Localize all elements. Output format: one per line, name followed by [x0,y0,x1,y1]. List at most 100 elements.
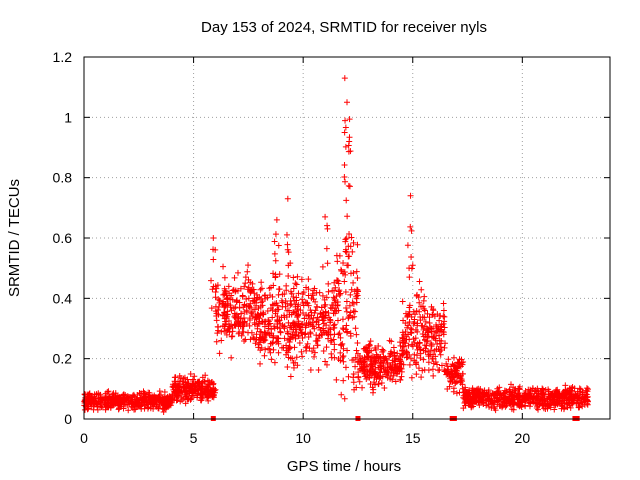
data-point [291,344,298,351]
data-point [546,401,553,408]
data-point [323,361,330,368]
data-point [258,279,265,286]
data-point [380,353,387,360]
data-point [430,333,437,340]
data-point [182,400,189,407]
data-point [402,320,409,327]
data-point [582,387,589,394]
data-point [499,404,506,411]
data-point [228,354,235,361]
data-point [412,326,419,333]
data-point [271,250,278,257]
data-point [450,388,457,395]
data-point [287,260,294,267]
data-point [325,335,332,342]
data-point [290,274,297,281]
data-point [226,329,233,336]
data-point [328,302,335,309]
data-point [414,352,421,359]
data-point [392,378,399,385]
data-point [564,404,571,411]
data-point [332,284,339,291]
data-point [417,350,424,357]
data-point [180,375,187,382]
data-point [563,394,570,401]
data-point [284,195,291,202]
data-point [370,368,377,375]
data-point [215,311,222,318]
data-point [331,341,338,348]
data-point [407,223,414,230]
data-point [262,337,269,344]
data-point [240,322,247,329]
data-point [158,399,165,406]
data-point [344,262,351,269]
data-point [422,318,429,325]
data-point [416,308,423,315]
data-point [346,116,353,123]
data-point [175,392,182,399]
data-point [251,335,258,342]
data-point [550,396,557,403]
data-point [324,260,331,267]
data-point [350,300,357,307]
data-point [174,396,181,403]
data-point [388,366,395,373]
data-point [130,391,137,398]
data-point [218,328,225,335]
data-point [508,406,515,413]
data-point [421,314,428,321]
data-point [225,317,232,324]
data-point [417,346,424,353]
data-point [337,357,344,364]
data-point [84,391,91,398]
data-point [331,346,338,353]
data-point [205,397,212,404]
data-point [404,242,411,249]
data-point [198,397,205,404]
data-point [319,332,326,339]
data-point [431,313,438,320]
data-point [334,278,341,285]
data-point [336,330,343,337]
data-point [269,314,276,321]
data-point [556,400,563,407]
data-point [407,329,414,336]
data-points [81,75,592,421]
data-point [220,312,227,319]
data-point [417,303,424,310]
data-point [433,328,440,335]
data-point [257,339,264,346]
data-point [235,313,242,320]
data-point [345,315,352,322]
data-point [283,347,290,354]
data-point [223,331,230,338]
data-point [462,396,469,403]
data-point [350,356,357,363]
data-point [88,403,95,410]
data-point [359,363,366,370]
data-point [340,259,347,266]
data-point [269,340,276,347]
data-point [293,328,300,335]
data-point [244,268,251,275]
data-point [386,353,393,360]
data-point [284,363,291,370]
y-tick-label: 0.6 [53,230,73,246]
data-point [346,302,353,309]
data-point [414,320,421,327]
data-point [143,397,150,404]
data-point [364,371,371,378]
y-tick-label: 1.2 [53,49,73,65]
data-point [341,278,348,285]
data-point [412,335,419,342]
data-point [214,330,221,337]
data-point [275,242,282,249]
data-point [418,286,425,293]
data-point [424,310,431,317]
data-point [350,379,357,386]
data-point [298,330,305,337]
y-axis-label: SRMTID / TECUs [6,179,23,297]
data-point [342,236,349,243]
